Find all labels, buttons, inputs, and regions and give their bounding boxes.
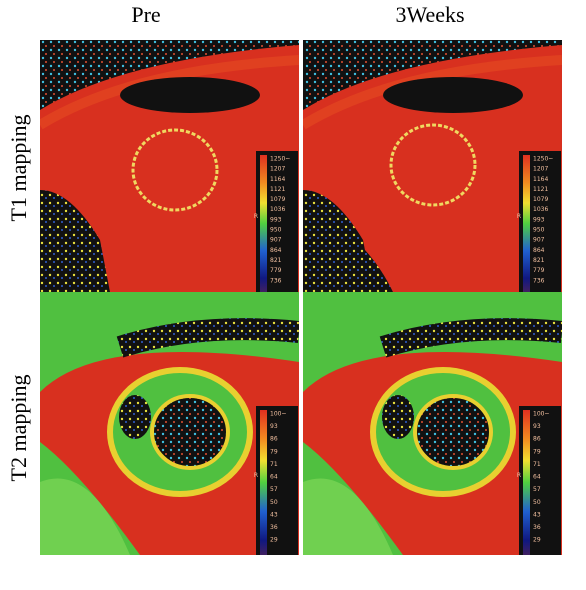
upper-band bbox=[379, 318, 562, 358]
colorbar-label: 1079 bbox=[270, 196, 285, 203]
chest-wall bbox=[40, 40, 299, 110]
colorbar-label: 993 bbox=[270, 216, 282, 223]
colorbar-label: 43 bbox=[533, 511, 541, 518]
map-image: 100~ 93 86 79 71 64 57 50 43 36 29 R bbox=[40, 292, 299, 555]
colorbar-label: 864 bbox=[270, 247, 282, 254]
upper-band bbox=[116, 318, 299, 358]
colorbar-label: 29 bbox=[270, 537, 278, 544]
colorbar-label: 57 bbox=[533, 486, 541, 493]
column-label: 3Weeks bbox=[395, 2, 464, 27]
row-label: T1 mapping bbox=[6, 115, 31, 222]
colorbar-label: 736 bbox=[533, 277, 545, 284]
dark-region bbox=[120, 77, 260, 113]
colorbar-label: 950 bbox=[270, 227, 282, 234]
colorbar-label: 993 bbox=[533, 216, 545, 223]
colorbar-unit: R bbox=[517, 472, 521, 479]
colorbar-unit: R bbox=[254, 472, 258, 479]
lower-left bbox=[40, 478, 130, 555]
colorbar-unit: R bbox=[254, 213, 258, 220]
colorbar-label: 86 bbox=[533, 436, 541, 443]
colorbar-label: 93 bbox=[533, 423, 541, 430]
map-image: 1250~ 1207 1164 1121 1079 1036 993 950 907 864 821… bbox=[40, 40, 299, 292]
colorbar-label: 100~ bbox=[270, 411, 286, 418]
lv-cavity bbox=[413, 394, 493, 470]
colorbar-label: 36 bbox=[533, 524, 541, 531]
colorbar-label: 71 bbox=[533, 461, 541, 468]
colorbar-label: 907 bbox=[533, 237, 545, 244]
dark-region bbox=[383, 77, 523, 113]
colorbar-label: 93 bbox=[270, 423, 278, 430]
colorbar-label: 79 bbox=[533, 448, 541, 455]
colorbar-label: 29 bbox=[533, 537, 541, 544]
colorbar-label: 71 bbox=[270, 461, 278, 468]
colorbar-label: 57 bbox=[270, 486, 278, 493]
lower-region bbox=[303, 210, 393, 292]
panels: 1250~ 1207 1164 1121 1079 1036 993 950 907 864 821… bbox=[40, 40, 562, 555]
colorbar-label: 779 bbox=[533, 267, 545, 274]
colorbar-label: 1121 bbox=[270, 186, 285, 193]
colorbar-label: 50 bbox=[270, 499, 278, 506]
colorbar-label: 43 bbox=[270, 511, 278, 518]
chest-wall bbox=[303, 40, 562, 110]
colorbar-label: 950 bbox=[533, 227, 545, 234]
colorbar bbox=[260, 155, 267, 292]
colorbar-label: 1207 bbox=[533, 166, 548, 173]
colorbar-label: 36 bbox=[270, 524, 278, 531]
colorbar-label: 1164 bbox=[533, 176, 548, 183]
rv-cavity bbox=[119, 395, 151, 439]
column-label: Pre bbox=[131, 2, 160, 27]
colorbar-label: 1250~ bbox=[270, 156, 290, 163]
lower-left bbox=[303, 478, 393, 555]
map-image: 100~ 93 86 79 71 64 57 50 43 36 29 R bbox=[303, 292, 562, 555]
row-label: T2 mapping bbox=[6, 375, 31, 482]
colorbar-label: 1036 bbox=[533, 206, 548, 213]
colorbar-label: 779 bbox=[270, 267, 282, 274]
rv-cavity bbox=[382, 395, 414, 439]
colorbar-label: 864 bbox=[533, 247, 545, 254]
colorbar-label: 821 bbox=[533, 257, 545, 264]
colorbar bbox=[523, 410, 530, 555]
colorbar-label: 1036 bbox=[270, 206, 285, 213]
colorbar-label: 50 bbox=[533, 499, 541, 506]
colorbar bbox=[523, 155, 530, 292]
colorbar-label: 1164 bbox=[270, 176, 285, 183]
colorbar-unit: R bbox=[517, 213, 521, 220]
lung bbox=[40, 190, 110, 292]
myocardium bbox=[131, 128, 219, 212]
colorbar-label: 79 bbox=[270, 448, 278, 455]
colorbar-label: 100~ bbox=[533, 411, 549, 418]
colorbar-label: 1250~ bbox=[533, 156, 553, 163]
myocardium bbox=[389, 123, 477, 207]
colorbar-label: 86 bbox=[270, 436, 278, 443]
colorbar bbox=[260, 410, 267, 555]
colorbar-label: 64 bbox=[533, 474, 541, 481]
colorbar-label: 1121 bbox=[533, 186, 548, 193]
colorbar-label: 1079 bbox=[533, 196, 548, 203]
colorbar-label: 736 bbox=[270, 277, 282, 284]
lv-cavity bbox=[150, 394, 230, 470]
colorbar-label: 907 bbox=[270, 237, 282, 244]
map-image: 1250~ 1207 1164 1121 1079 1036 993 950 907 864 821… bbox=[303, 40, 562, 292]
colorbar-label: 64 bbox=[270, 474, 278, 481]
colorbar-label: 821 bbox=[270, 257, 282, 264]
colorbar-label: 1207 bbox=[270, 166, 285, 173]
